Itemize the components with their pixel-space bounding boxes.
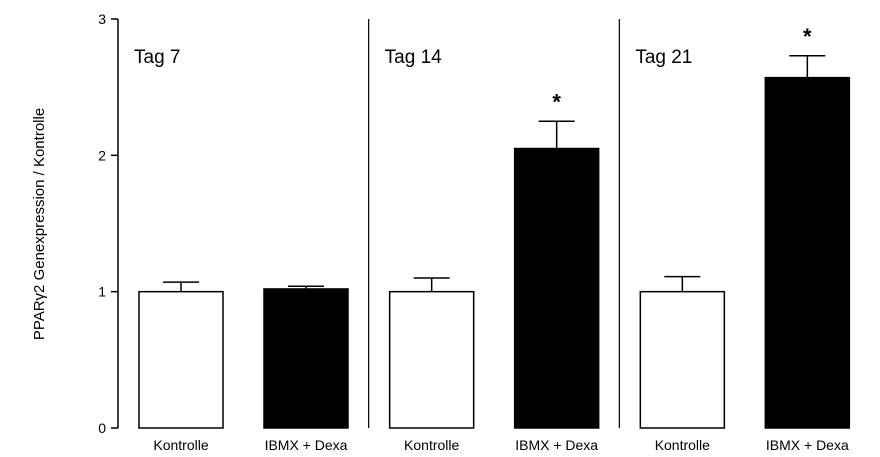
bar <box>764 76 851 429</box>
panel-label: Tag 21 <box>635 47 692 68</box>
y-tick-label: 0 <box>98 420 106 436</box>
axes-layer <box>111 18 620 429</box>
panel-label: Tag 7 <box>134 47 180 68</box>
x-tick-label: IBMX + Dexa <box>265 437 348 453</box>
x-tick-label: Kontrolle <box>404 437 459 453</box>
x-tick-label: Kontrolle <box>655 437 710 453</box>
y-tick-label: 2 <box>98 147 106 163</box>
significance-marker: * <box>803 24 812 49</box>
bars-layer <box>138 55 851 429</box>
labels-layer: Tag 7 Kontrolle IBMX + Dexa Tag 14 Kontrolle… <box>98 11 849 453</box>
x-tick-label: Kontrolle <box>153 437 208 453</box>
x-tick-label: IBMX + Dexa <box>766 437 849 453</box>
bar <box>388 290 475 429</box>
y-axis-label: PPARγ2 Genexpression / Kontrolle <box>31 108 48 340</box>
bar <box>138 290 224 429</box>
bar <box>639 290 726 429</box>
y-tick-label: 3 <box>98 11 106 27</box>
x-tick-label: IBMX + Dexa <box>515 437 598 453</box>
panel-label: Tag 14 <box>385 47 442 68</box>
significance-marker: * <box>552 89 561 114</box>
bar <box>263 288 349 429</box>
bar <box>513 147 600 429</box>
y-tick-label: 1 <box>98 284 106 300</box>
